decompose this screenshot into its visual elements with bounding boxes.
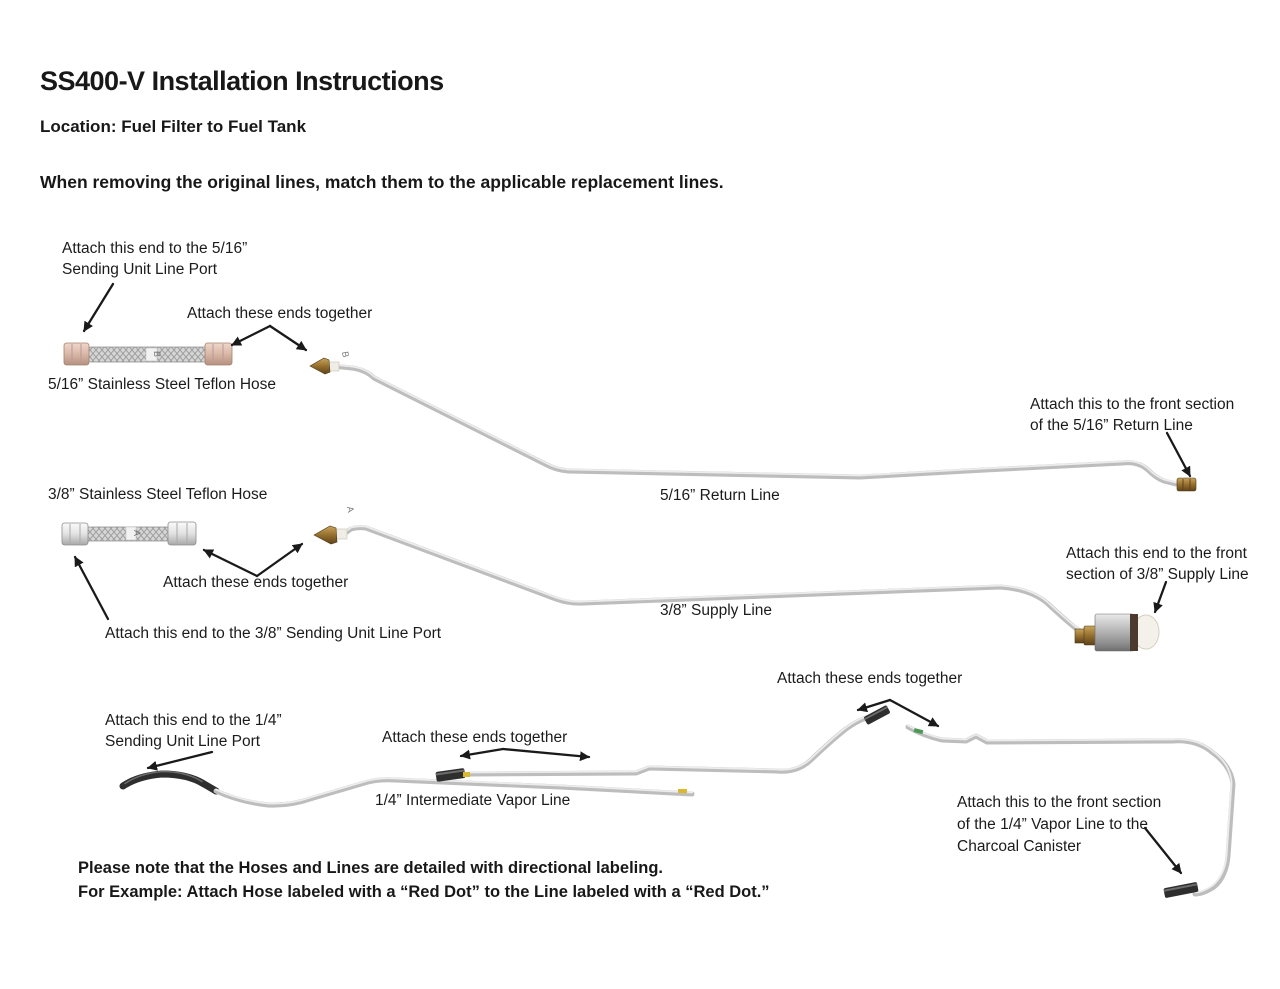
annotation-charcoal-canister: Attach this to the front section of the … xyxy=(957,794,1162,855)
yellow-dot-marker xyxy=(463,772,470,777)
return-line-5-16: B xyxy=(309,351,1197,492)
supply-line-marking: A xyxy=(345,506,356,514)
black-fitting xyxy=(864,705,890,725)
hose-3-8-stainless: A xyxy=(61,521,197,546)
arrow-to-5-16-hose-right-end xyxy=(230,324,272,347)
arrow-to-vapor-front-end xyxy=(146,750,214,771)
arrow-to-3-8-hose-right-end xyxy=(202,548,259,578)
arrow-to-return-line-end xyxy=(1165,431,1192,478)
vapor-line-rear xyxy=(905,724,1236,898)
annotation-vapor-front-ends-together: Attach these ends together xyxy=(382,729,568,746)
arrow-to-return-line-start xyxy=(268,324,308,352)
annotation-1-4-sending-port: Attach this end to the 1/4” Sending Unit… xyxy=(105,712,282,750)
arrow-to-3-8-hose-left-end xyxy=(73,555,110,621)
green-dash-marker xyxy=(913,728,924,735)
hose-5-16-marking: B xyxy=(152,351,162,357)
arrow-to-charcoal-canister-end xyxy=(1143,826,1183,875)
label-vapor-line: 1/4” Intermediate Vapor Line xyxy=(375,792,571,809)
return-line-marking: B xyxy=(340,351,351,359)
label-hose-3-8: 3/8” Stainless Steel Teflon Hose xyxy=(48,486,268,503)
arrow-to-fuel-filter xyxy=(1153,580,1168,614)
directional-labeling-note-line1: Please note that the Hoses and Lines are… xyxy=(78,859,663,877)
intro-text: When removing the original lines, match … xyxy=(40,172,724,192)
annotation-5-16-ends-together: Attach these ends together xyxy=(187,305,373,322)
page-title: SS400-V Installation Instructions xyxy=(40,66,444,96)
directional-labeling-note-line2: For Example: Attach Hose labeled with a … xyxy=(78,883,770,901)
vapor-line-front xyxy=(119,770,695,808)
label-return-line: 5/16” Return Line xyxy=(660,487,780,504)
annotation-arrows xyxy=(73,282,1192,875)
vapor-line-intermediate xyxy=(435,705,890,782)
yellow-dot-marker xyxy=(678,789,687,793)
annotation-3-8-sending-port: Attach this end to the 3/8” Sending Unit… xyxy=(105,625,442,642)
location-subtitle: Location: Fuel Filter to Fuel Tank xyxy=(40,117,307,136)
hose-3-8-marking: A xyxy=(132,530,142,536)
arrow-to-vapor-front-right-end xyxy=(501,747,591,762)
annotation-supply-front-section: Attach this end to the front section of … xyxy=(1066,545,1249,583)
annotation-vapor-rear-ends-together: Attach these ends together xyxy=(777,670,963,687)
label-supply-line: 3/8” Supply Line xyxy=(660,602,773,619)
fuel-filter xyxy=(1074,613,1160,652)
annotation-5-16-sending-port: Attach this end to the 5/16” Sending Uni… xyxy=(62,240,248,278)
arrow-to-rear-line-start xyxy=(888,698,940,728)
label-hose-5-16: 5/16” Stainless Steel Teflon Hose xyxy=(48,376,277,393)
arrow-to-supply-line-start xyxy=(255,542,304,578)
hose-5-16-stainless: B xyxy=(63,342,233,366)
annotation-3-8-ends-together: Attach these ends together xyxy=(163,574,349,591)
arrow-to-intermediate-line-front-end xyxy=(459,747,505,760)
supply-line-3-8: A xyxy=(313,506,1160,652)
annotation-return-front-section: Attach this to the front section of the … xyxy=(1030,396,1235,434)
arrow-to-5-16-hose-left-end xyxy=(82,282,115,333)
return-line-end-fitting xyxy=(1176,477,1197,492)
arrow-to-intermediate-line-rear-end xyxy=(856,698,892,713)
